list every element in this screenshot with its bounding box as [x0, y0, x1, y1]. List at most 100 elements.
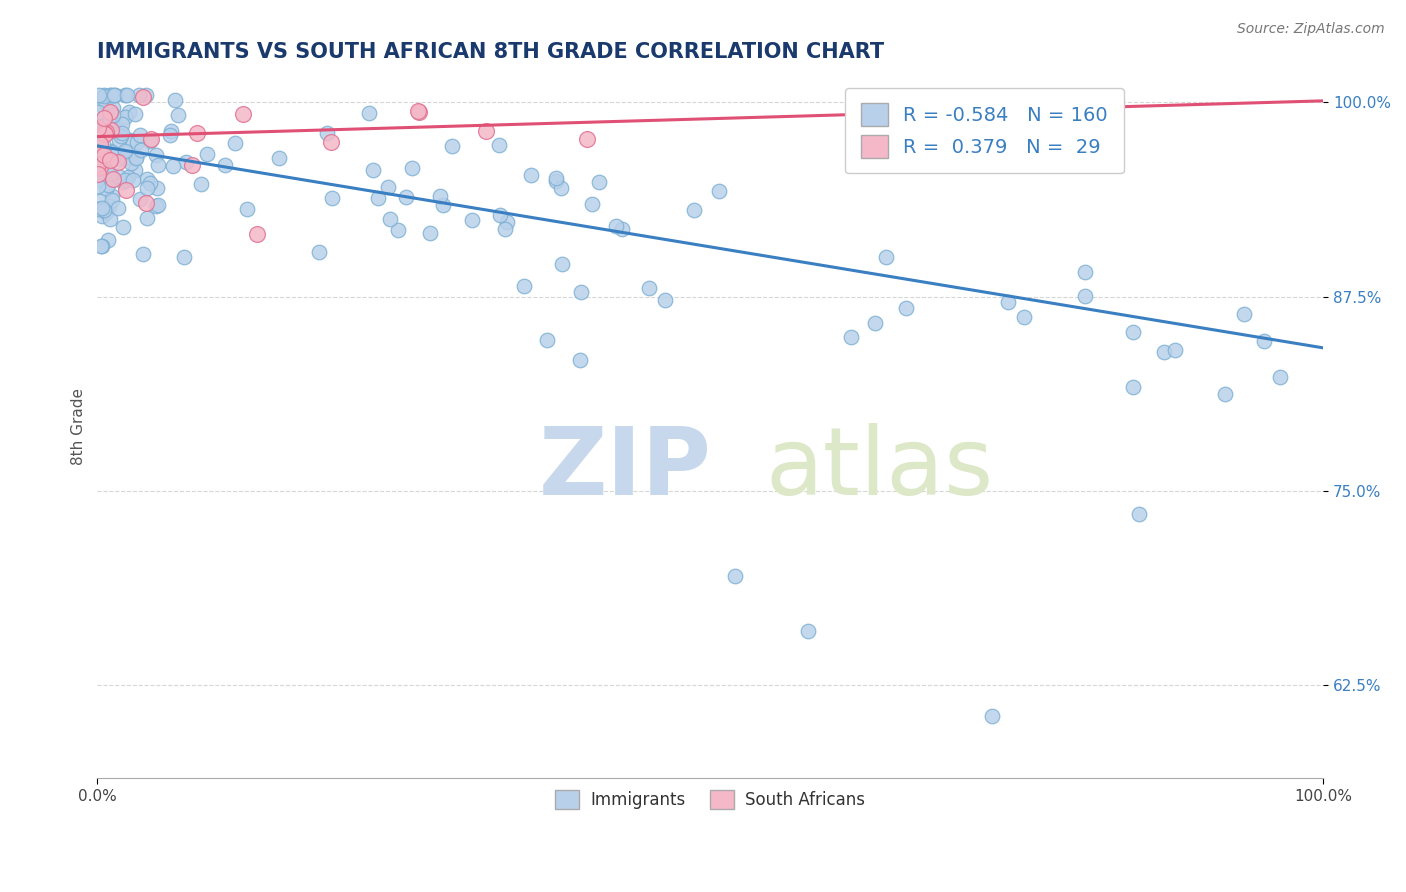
- Point: [536, 333, 558, 347]
- Point: [96, 125, 118, 139]
- Point: [519, 168, 541, 182]
- Point: [103, 101, 125, 115]
- Point: [107, 169, 129, 183]
- Point: [96, 95, 118, 110]
- Point: [114, 144, 136, 158]
- Point: [232, 107, 254, 121]
- Point: [159, 128, 181, 142]
- Point: [97, 199, 120, 213]
- Point: [378, 211, 401, 226]
- Point: [488, 138, 510, 153]
- Point: [894, 301, 917, 315]
- Point: [494, 222, 516, 236]
- Point: [136, 211, 159, 225]
- Point: [94, 127, 117, 141]
- Point: [117, 170, 139, 185]
- Point: [86, 165, 108, 179]
- Point: [90, 209, 112, 223]
- Point: [1253, 334, 1275, 348]
- Point: [87, 202, 110, 216]
- Point: [125, 150, 148, 164]
- Point: [131, 143, 153, 157]
- Point: [94, 151, 117, 165]
- Point: [359, 106, 381, 120]
- Point: [87, 125, 110, 139]
- Point: [321, 191, 343, 205]
- Point: [121, 173, 143, 187]
- Point: [93, 87, 115, 102]
- Point: [361, 163, 384, 178]
- Point: [173, 250, 195, 264]
- Point: [100, 145, 122, 159]
- Point: [110, 128, 132, 143]
- Point: [1268, 369, 1291, 384]
- Point: [308, 245, 330, 260]
- Point: [104, 87, 127, 102]
- Point: [118, 104, 141, 119]
- Point: [124, 151, 146, 165]
- Point: [127, 136, 149, 150]
- Point: [98, 104, 121, 119]
- Point: [550, 181, 572, 195]
- Point: [135, 196, 157, 211]
- Point: [87, 156, 110, 170]
- Point: [683, 202, 706, 217]
- Point: [429, 189, 451, 203]
- Point: [89, 126, 111, 140]
- Point: [120, 156, 142, 170]
- Point: [1128, 507, 1150, 521]
- Point: [269, 151, 291, 165]
- Point: [224, 136, 246, 150]
- Point: [316, 126, 339, 140]
- Point: [97, 166, 120, 180]
- Point: [132, 90, 155, 104]
- Point: [236, 202, 259, 216]
- Point: [103, 171, 125, 186]
- Point: [90, 201, 112, 215]
- Point: [111, 219, 134, 234]
- Point: [419, 226, 441, 240]
- Point: [1213, 387, 1236, 401]
- Point: [111, 117, 134, 131]
- Point: [94, 182, 117, 196]
- Point: [124, 106, 146, 120]
- Point: [367, 191, 389, 205]
- Point: [86, 145, 108, 160]
- Point: [145, 148, 167, 162]
- Point: [588, 175, 610, 189]
- Point: [1153, 345, 1175, 359]
- Point: [91, 239, 114, 253]
- Point: [98, 87, 121, 102]
- Point: [90, 239, 112, 253]
- Point: [89, 137, 111, 152]
- Point: [145, 199, 167, 213]
- Point: [101, 194, 124, 208]
- Point: [91, 120, 114, 134]
- Point: [93, 126, 115, 140]
- Legend: Immigrants, South Africans: Immigrants, South Africans: [548, 783, 872, 815]
- Point: [875, 250, 897, 264]
- Point: [569, 352, 592, 367]
- Point: [319, 136, 342, 150]
- Point: [576, 131, 599, 145]
- Point: [114, 183, 136, 197]
- Point: [605, 219, 627, 233]
- Point: [111, 126, 134, 140]
- Point: [181, 157, 204, 171]
- Point: [97, 114, 120, 128]
- Point: [98, 167, 121, 181]
- Point: [100, 189, 122, 203]
- Point: [544, 174, 567, 188]
- Point: [114, 173, 136, 187]
- Point: [461, 213, 484, 227]
- Point: [107, 155, 129, 169]
- Point: [100, 144, 122, 158]
- Point: [551, 257, 574, 271]
- Point: [128, 192, 150, 206]
- Point: [87, 105, 110, 120]
- Point: [139, 132, 162, 146]
- Point: [98, 113, 121, 128]
- Point: [1074, 289, 1097, 303]
- Point: [432, 198, 454, 212]
- Point: [863, 316, 886, 330]
